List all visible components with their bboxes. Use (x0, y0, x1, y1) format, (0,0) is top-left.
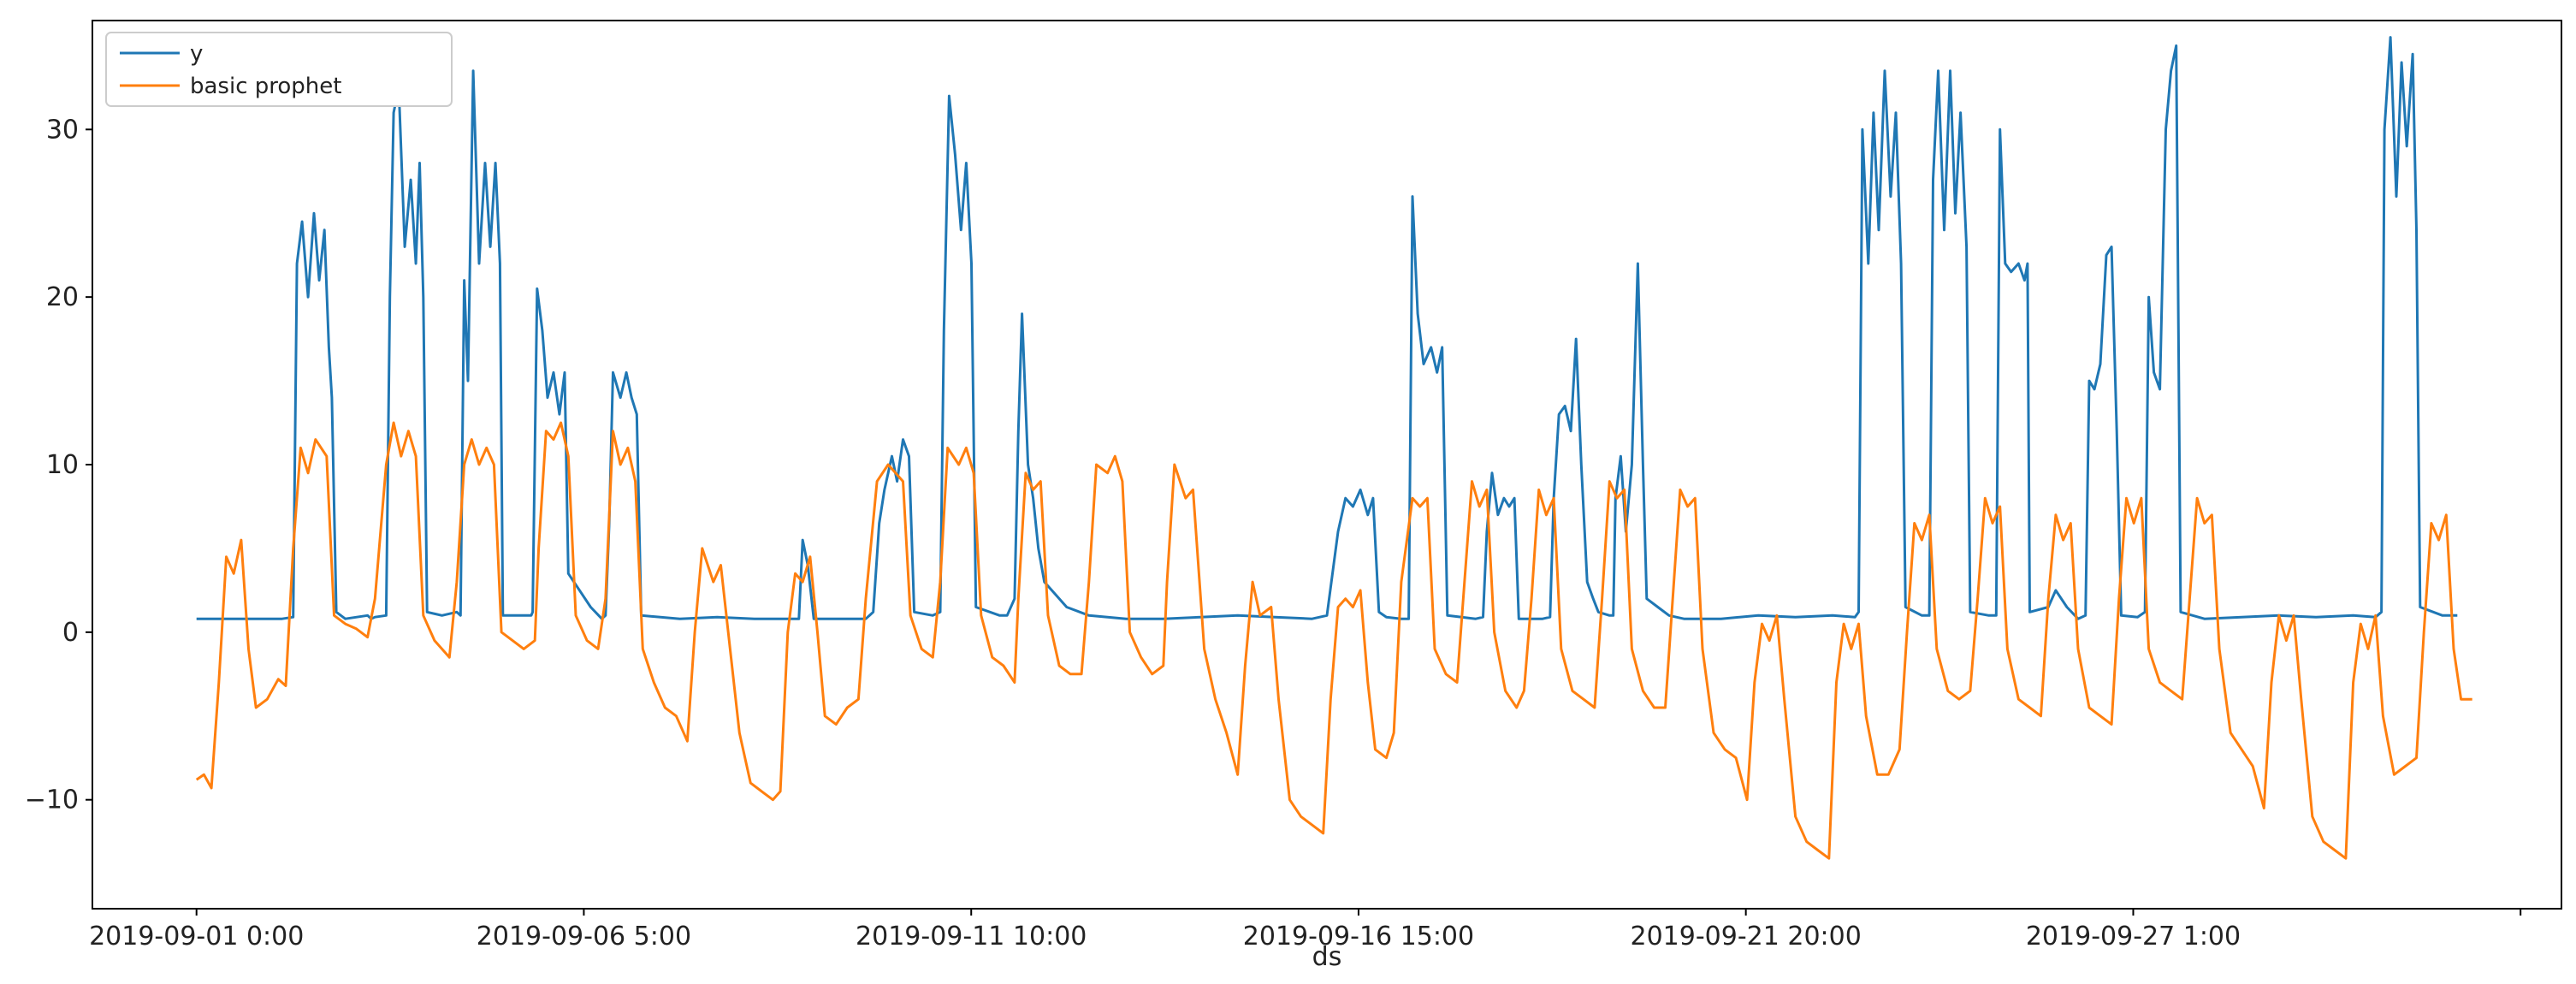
y-tick-label: 0 (62, 618, 79, 648)
x-tick-label: 2019-09-16 15:00 (1243, 922, 1474, 951)
y-tick-label: 10 (46, 450, 79, 480)
x-tick-label: 2019-09-01 0:00 (89, 922, 304, 951)
x-axis: 2019-09-01 0:00 2019-09-06 5:00 2019-09-11… (89, 909, 2522, 951)
x-tick-label: 2019-09-06 5:00 (477, 922, 691, 951)
series-layer (195, 36, 2472, 860)
series-line-y (196, 36, 2458, 620)
y-tick-label: 30 (46, 115, 79, 145)
legend-box (105, 32, 453, 107)
legend: y basic prophet (105, 32, 453, 107)
series-line-basic-prophet (195, 421, 2472, 860)
x-tick-label: 2019-09-11 10:00 (856, 922, 1087, 951)
y-axis: −10 0 10 20 30 (25, 115, 92, 815)
x-tick-label: 2019-09-27 1:00 (2026, 922, 2241, 951)
legend-label-y: y (190, 41, 203, 67)
y-tick-label: −10 (25, 785, 79, 815)
x-axis-title: ds (1312, 942, 1342, 972)
legend-label-basic-prophet: basic prophet (190, 74, 341, 99)
y-tick-label: 20 (46, 282, 79, 312)
x-tick-label: 2019-09-21 20:00 (1630, 922, 1861, 951)
